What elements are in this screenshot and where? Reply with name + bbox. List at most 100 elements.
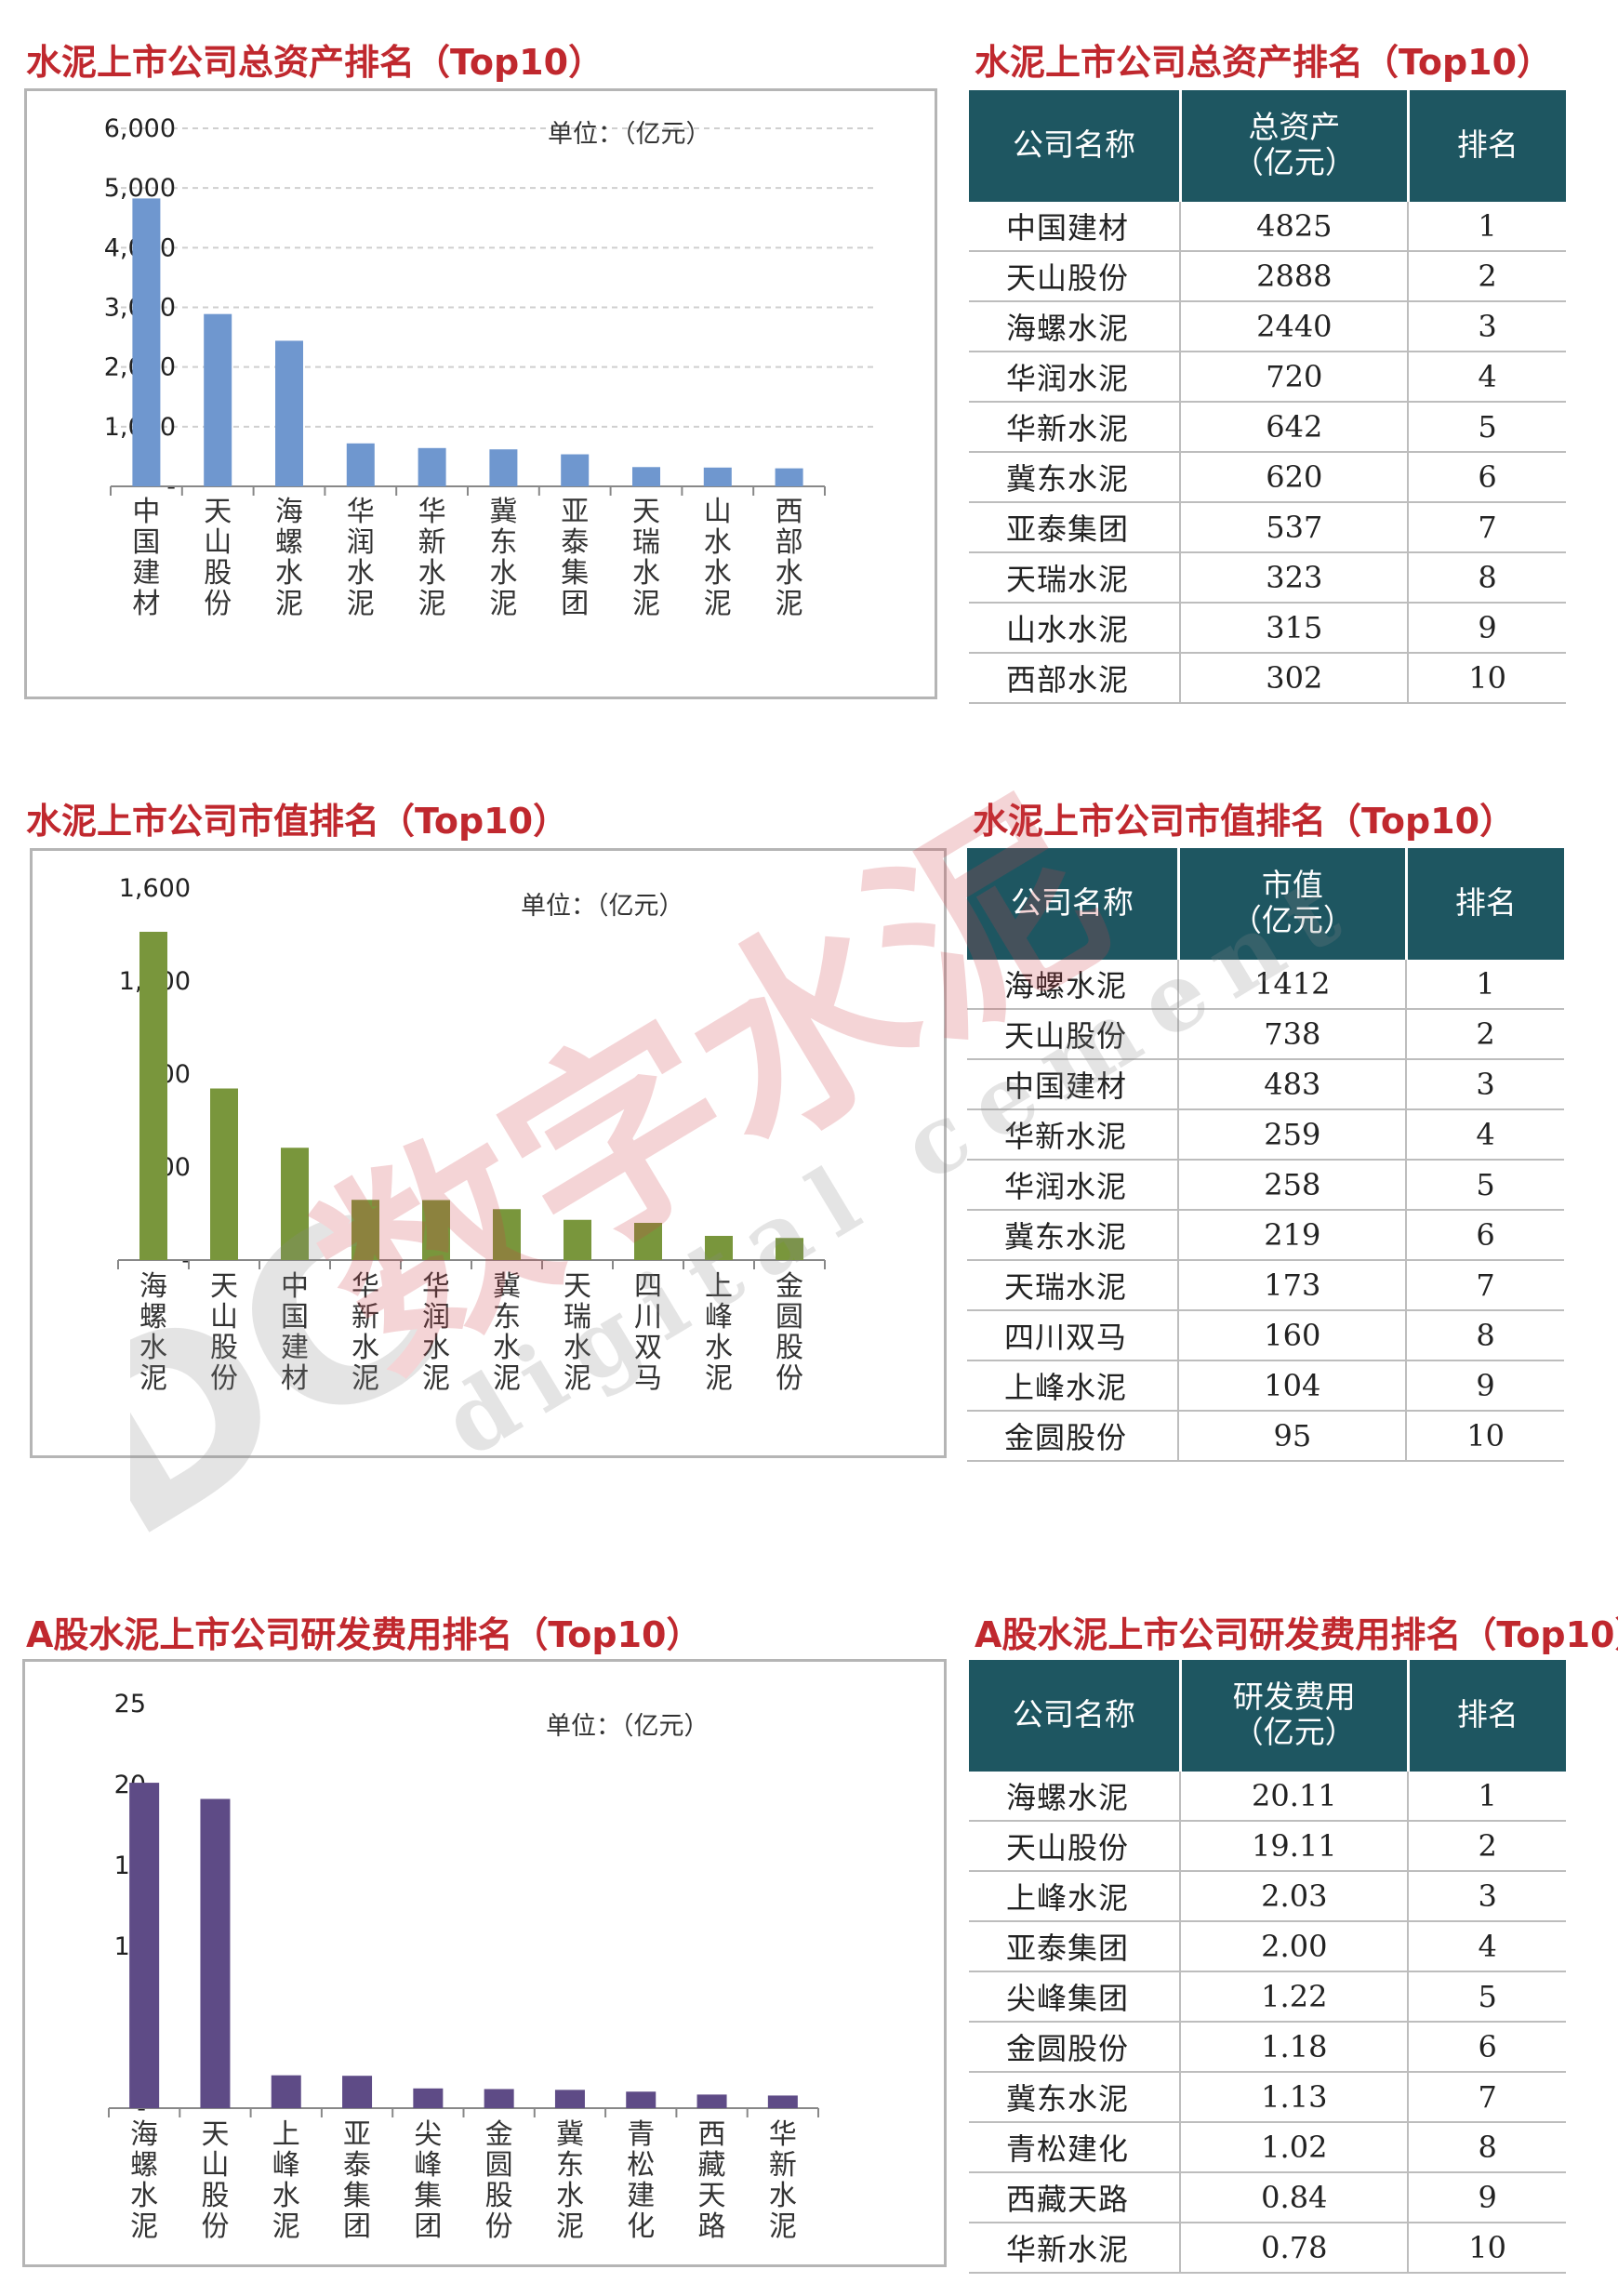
table-cell-rank: 1	[1406, 957, 1564, 1010]
bar-4	[351, 1200, 379, 1260]
table-cell-name: 海螺水泥	[969, 1769, 1182, 1822]
y-tick-label: 25	[114, 1690, 146, 1719]
table-cell-value: 1.13	[1180, 2072, 1410, 2123]
table-row: 亚泰集团 537 7	[969, 502, 1566, 553]
x-category-label: 中国建材	[281, 1270, 309, 1395]
table-header-cell: 公司名称	[969, 90, 1182, 201]
table-cell-value: 2.03	[1180, 1871, 1410, 1922]
table-cell-value: 620	[1180, 452, 1410, 503]
table-cell-value: 1.22	[1180, 1971, 1410, 2023]
table-cell-name: 上峰水泥	[969, 1871, 1182, 1922]
bar-8	[632, 467, 660, 486]
bar-8	[634, 1223, 662, 1260]
bar-6	[493, 1209, 521, 1260]
table-row: 金圆股份 1.18 6	[969, 2022, 1566, 2073]
table-header-cell: 公司名称	[969, 1660, 1182, 1771]
table-row: 天山股份 738 2	[967, 1009, 1564, 1060]
table-cell-rank: 6	[1408, 452, 1566, 503]
x-category-label: 冀东水泥	[489, 496, 517, 620]
table-cell-rank: 10	[1408, 653, 1566, 704]
table-cell-rank: 1	[1408, 1769, 1566, 1822]
table-row: 金圆股份 95 10	[967, 1411, 1564, 1462]
table-cell-rank: 7	[1408, 502, 1566, 553]
table-cell-rank: 5	[1408, 1971, 1566, 2023]
table-cell-name: 天山股份	[969, 1821, 1182, 1872]
chart-market-cap: -4008001,2001,600单位：（亿元）海螺水泥天山股份中国建材华新水泥…	[30, 848, 947, 1458]
table-cell-value: 483	[1178, 1059, 1408, 1110]
table-header-cell: 排名	[1406, 848, 1564, 959]
table-row: 上峰水泥 104 9	[967, 1360, 1564, 1412]
table-row: 西藏天路 0.84 9	[969, 2172, 1566, 2223]
table-cell-rank: 9	[1406, 1360, 1564, 1412]
table-cell-name: 西部水泥	[969, 653, 1182, 704]
x-category-label: 上峰水泥	[272, 2118, 300, 2243]
table-cell-value: 160	[1178, 1310, 1408, 1361]
table-cell-value: 537	[1180, 502, 1410, 553]
table-cell-name: 西藏天路	[969, 2172, 1182, 2223]
chart-total-assets-svg: -1,0002,0003,0004,0005,0006,000单位：（亿元）中国…	[104, 114, 873, 620]
table-cell-name: 冀东水泥	[969, 452, 1182, 503]
table-cell-value: 258	[1178, 1160, 1408, 1211]
unit-label: 单位：（亿元）	[521, 892, 684, 921]
chart-total-assets: -1,0002,0003,0004,0005,0006,000单位：（亿元）中国…	[24, 88, 937, 699]
table-cell-name: 天山股份	[967, 1009, 1180, 1060]
table-cell-name: 华润水泥	[967, 1160, 1180, 1211]
bar-10	[767, 2095, 798, 2108]
table-cell-rank: 5	[1408, 402, 1566, 453]
x-category-label: 天山股份	[210, 1270, 238, 1395]
table-cell-value: 104	[1178, 1360, 1408, 1412]
table-row: 冀东水泥 620 6	[969, 452, 1566, 503]
table-cell-value: 2440	[1180, 301, 1410, 352]
table-header-cell: 排名	[1408, 90, 1566, 201]
table-row: 尖峰集团 1.22 5	[969, 1971, 1566, 2023]
table-row: 天山股份 2888 2	[969, 251, 1566, 302]
table-header-cell: 公司名称	[967, 848, 1180, 959]
table-row: 青松建化 1.02 8	[969, 2122, 1566, 2173]
table-cell-name: 天瑞水泥	[967, 1260, 1180, 1311]
table-header-cell: 排名	[1408, 1660, 1566, 1771]
table-title-total-assets: 水泥上市公司总资产排名（Top10）	[975, 42, 1553, 83]
table-cell-rank: 6	[1408, 2022, 1566, 2073]
table-rd-expense: 公司名称 研发费用 （亿元） 排名 海螺水泥 20.11 1 天山股份 19.11 2 上峰水泥 2.…	[969, 1660, 1566, 2274]
table-row: 天瑞水泥 173 7	[967, 1260, 1564, 1311]
table-cell-name: 华新水泥	[969, 2223, 1182, 2274]
table-cell-name: 上峰水泥	[967, 1360, 1180, 1412]
table-row: 山水水泥 315 9	[969, 603, 1566, 654]
bar-9	[696, 2094, 727, 2108]
table-cell-rank: 6	[1406, 1210, 1564, 1261]
table-row: 中国建材 4825 1	[969, 199, 1566, 252]
x-category-label: 天山股份	[201, 2118, 229, 2243]
chart-title-rd-expense: A股水泥上市公司研发费用排名（Top10）	[26, 1614, 702, 1655]
x-category-label: 亚泰集团	[343, 2118, 371, 2243]
table-cell-name: 尖峰集团	[969, 1971, 1182, 2023]
table-cell-value: 19.11	[1180, 1821, 1410, 1872]
table-title-rd-expense: A股水泥上市公司研发费用排名（Top10）	[975, 1614, 1618, 1655]
table-cell-rank: 8	[1408, 552, 1566, 604]
table-cell-value: 20.11	[1180, 1769, 1410, 1822]
bar-8	[626, 2091, 656, 2108]
table-cell-value: 315	[1180, 603, 1410, 654]
table-total-assets: 公司名称 总资产 （亿元） 排名 中国建材 4825 1 天山股份 2888 2 海螺水泥 2440 3…	[969, 90, 1566, 704]
table-cell-rank: 1	[1408, 199, 1566, 252]
table-cell-rank: 8	[1408, 2122, 1566, 2173]
bar-5	[413, 2088, 444, 2108]
table-cell-value: 259	[1178, 1109, 1408, 1161]
table-row: 冀东水泥 219 6	[967, 1210, 1564, 1261]
table-header-cell: 总资产 （亿元）	[1180, 90, 1410, 201]
chart-market-cap-svg: -4008001,2001,600单位：（亿元）海螺水泥天山股份中国建材华新水泥…	[117, 874, 826, 1395]
x-category-label: 冀东水泥	[556, 2118, 584, 2243]
unit-label: 单位：（亿元）	[546, 1712, 710, 1741]
bar-7	[561, 454, 590, 486]
table-cell-rank: 9	[1408, 603, 1566, 654]
table-cell-rank: 2	[1406, 1009, 1564, 1060]
table-cell-name: 海螺水泥	[967, 957, 1180, 1010]
bar-6	[489, 449, 518, 486]
y-tick-label: 1,600	[119, 874, 191, 903]
table-cell-value: 2.00	[1180, 1921, 1410, 1972]
table-cell-name: 山水水泥	[969, 603, 1182, 654]
bar-4	[342, 2076, 373, 2108]
table-cell-rank: 5	[1406, 1160, 1564, 1211]
chart-rd-expense: -510152025单位：（亿元）海螺水泥天山股份上峰水泥亚泰集团尖峰集团金圆股…	[22, 1659, 947, 2267]
table-cell-value: 0.84	[1180, 2172, 1410, 2223]
bar-10	[776, 1238, 803, 1260]
